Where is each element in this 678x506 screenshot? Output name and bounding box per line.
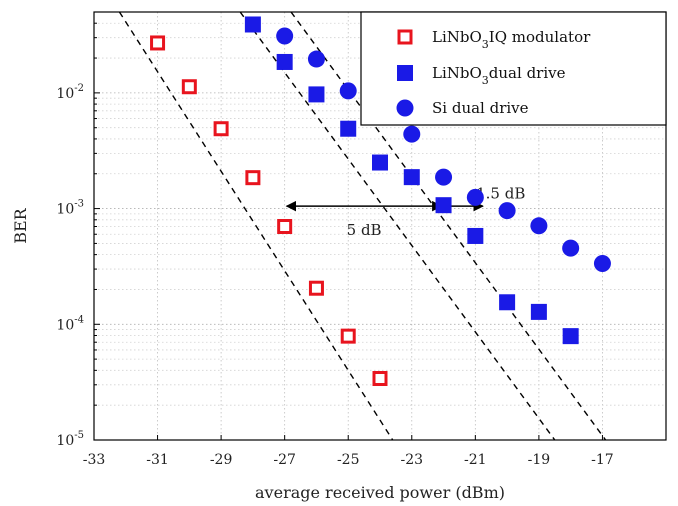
annotation-label: 1.5 dB [476, 185, 525, 203]
data-point [150, 35, 166, 51]
x-axis-label: average received power (dBm) [255, 483, 505, 502]
data-point [245, 170, 261, 186]
data-point [277, 219, 293, 235]
x-tick-label: -25 [337, 452, 360, 468]
data-point [244, 16, 261, 33]
data-point [340, 328, 356, 344]
fit-line [239, 12, 556, 440]
legend-marker [397, 29, 413, 45]
legend-label: Si dual drive [432, 99, 529, 117]
legend: LiNbO3IQ modulator LiNbO3dual drive Si dua… [360, 11, 667, 126]
y-tick-label: 10-3 [56, 199, 84, 218]
data-point [181, 79, 197, 95]
data-point [276, 27, 294, 45]
data-markers [150, 16, 611, 387]
data-point [562, 328, 579, 345]
data-point [340, 120, 357, 137]
x-tick-label: -19 [528, 452, 551, 468]
series-2 [244, 16, 579, 345]
axis-ticks: -33 -31 -29 -27 -25 -23 -21 -19 -17 10-5 10-4 10-3 1… [56, 11, 614, 468]
x-tick-label: -31 [146, 452, 169, 468]
data-point [466, 188, 484, 206]
legend-label: LiNbO3dual drive [432, 64, 566, 87]
data-point [372, 371, 388, 387]
data-point [562, 239, 580, 257]
data-point [276, 53, 293, 70]
annotation-label: 5 dB [347, 221, 382, 239]
x-tick-label: -29 [210, 452, 233, 468]
data-point [372, 154, 388, 171]
x-tick-label: -27 [273, 452, 296, 468]
data-point [307, 50, 325, 68]
x-tick-label: -33 [83, 452, 106, 468]
y-tick-label: 10-4 [56, 314, 84, 333]
series-1 [150, 35, 388, 387]
legend-label: LiNbO3IQ modulator [432, 28, 591, 51]
data-point [339, 82, 357, 100]
data-point [530, 217, 548, 235]
data-point [499, 294, 516, 311]
y-tick-label: 10-2 [56, 83, 84, 102]
data-point [403, 125, 421, 143]
data-point [403, 169, 420, 186]
data-point [530, 303, 547, 320]
data-point [435, 168, 453, 186]
data-point [308, 86, 325, 103]
x-tick-label: -23 [401, 452, 424, 468]
legend-marker [397, 65, 413, 81]
y-tick-label: 10-5 [56, 430, 84, 449]
data-point [308, 280, 324, 296]
data-point [498, 202, 516, 220]
fit-line [118, 12, 394, 440]
data-point [213, 121, 229, 137]
data-point [593, 255, 611, 273]
annotations: 5 dB 1.5 dB [285, 185, 525, 239]
x-tick-label: -21 [464, 452, 487, 468]
legend-marker [396, 99, 414, 117]
x-tick-label: -17 [591, 452, 614, 468]
data-point [435, 197, 452, 214]
data-point [467, 227, 484, 244]
fit-line [290, 12, 607, 440]
fit-lines [118, 12, 607, 440]
y-axis-label: BER [11, 207, 30, 243]
